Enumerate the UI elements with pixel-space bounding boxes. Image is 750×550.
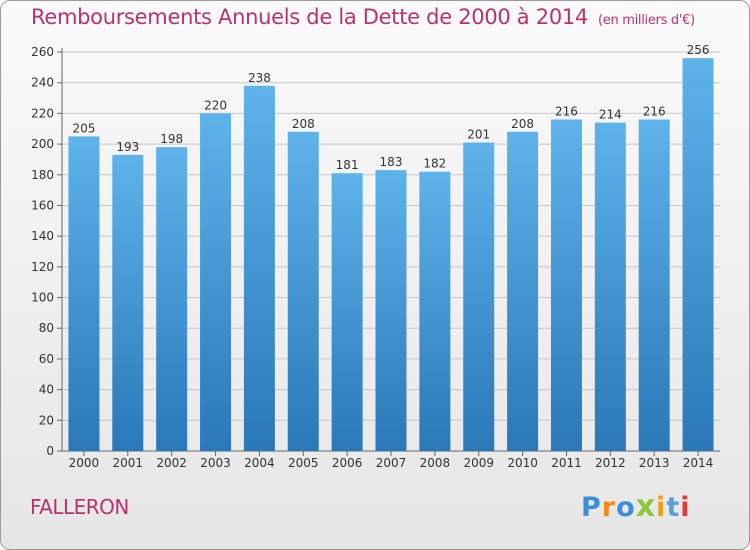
x-tick-label-2002: 2002 (156, 456, 187, 470)
bar-2006 (331, 173, 363, 451)
data-labels: 205 193 198 220 238 208 181 183 182 201 208 216 214 2… (72, 43, 709, 172)
bar-2005 (287, 131, 319, 452)
x-tick-label-2005: 2005 (288, 456, 319, 470)
y-tick-label: 220 (31, 106, 54, 120)
y-tick-label: 100 (31, 291, 54, 305)
x-axis-ticks: 2000 2001 2002 2003 2004 2005 2006 2007 2008 2009… (69, 451, 714, 470)
x-tick-label-2004: 2004 (244, 456, 275, 470)
y-tick-label: 140 (31, 229, 54, 243)
logo-letter: o (616, 492, 636, 523)
bar-2010 (507, 131, 539, 452)
data-label-2007: 183 (380, 155, 403, 169)
data-label-2004: 238 (248, 71, 271, 85)
bar-2009 (463, 142, 495, 452)
data-label-2000: 205 (72, 121, 95, 135)
x-tick-label-2011: 2011 (551, 456, 582, 470)
data-label-2014: 256 (687, 43, 710, 57)
data-label-2002: 198 (160, 132, 183, 146)
data-label-2011: 216 (555, 105, 578, 119)
bar-2008 (419, 171, 451, 451)
bar-2003 (200, 113, 232, 451)
y-tick-label: 160 (31, 198, 54, 212)
x-tick-label-2014: 2014 (683, 456, 714, 470)
data-label-2003: 220 (204, 98, 227, 112)
data-label-2010: 208 (511, 117, 534, 131)
x-tick-label-2012: 2012 (595, 456, 626, 470)
bar-2001 (112, 154, 144, 452)
y-tick-label: 80 (39, 321, 54, 335)
bar-2011 (550, 119, 582, 452)
bar-2004 (243, 85, 275, 451)
logo-letter: i (680, 492, 691, 523)
chart-title: Remboursements Annuels de la Dette de 20… (31, 5, 695, 29)
chart-title-text: Remboursements Annuels de la Dette de 20… (31, 5, 588, 29)
bar-2002 (156, 147, 188, 451)
x-tick-label-2007: 2007 (376, 456, 407, 470)
y-tick-label: 120 (31, 260, 54, 274)
x-tick-label-2000: 2000 (69, 456, 100, 470)
logo-letter: t (666, 492, 681, 523)
data-label-2001: 193 (116, 140, 139, 154)
y-tick-label: 200 (31, 137, 54, 151)
data-label-2009: 201 (467, 128, 490, 142)
x-tick-label-2008: 2008 (420, 456, 451, 470)
x-tick-label-2006: 2006 (332, 456, 363, 470)
y-tick-label: 40 (39, 383, 54, 397)
data-label-2005: 208 (292, 117, 315, 131)
data-label-2008: 182 (423, 157, 446, 171)
bars (68, 58, 714, 452)
commune-name: FALLERON (30, 495, 129, 519)
data-label-2013: 216 (643, 105, 666, 119)
x-tick-label-2009: 2009 (463, 456, 494, 470)
y-tick-label: 180 (31, 168, 54, 182)
logo-letter: x (635, 489, 657, 524)
bar-2014 (682, 58, 714, 452)
bar-2013 (638, 119, 670, 452)
x-tick-label-2001: 2001 (113, 456, 144, 470)
logo-letter: i (656, 492, 667, 523)
y-axis-ticks: 0 20 40 60 80 100 120 140 160 180 200 220 240 260 (31, 45, 62, 458)
x-tick-label-2010: 2010 (507, 456, 538, 470)
y-tick-label: 60 (39, 352, 54, 366)
y-tick-label: 260 (31, 45, 54, 59)
x-tick-label-2013: 2013 (639, 456, 670, 470)
y-tick-label: 20 (39, 413, 54, 427)
y-tick-label: 240 (31, 76, 54, 90)
bar-2007 (375, 170, 407, 451)
x-tick-label-2003: 2003 (200, 456, 231, 470)
proxiti-logo: Proxiti (581, 489, 691, 524)
bar-2000 (68, 136, 100, 451)
data-label-2006: 181 (336, 158, 359, 172)
chart-unit-note: (en milliers d'€) (598, 13, 695, 28)
logo-letter: r (601, 492, 617, 523)
y-tick-label: 0 (46, 444, 54, 458)
data-label-2012: 214 (599, 108, 622, 122)
logo-letter: P (581, 492, 602, 523)
bar-2012 (594, 122, 626, 451)
